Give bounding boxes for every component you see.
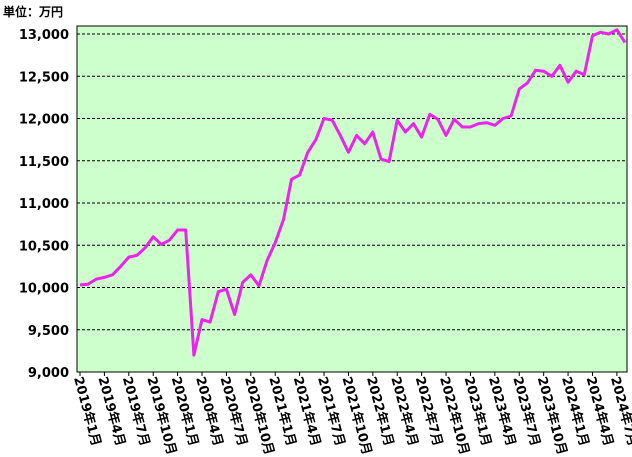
- y-tick-label: 12,500: [19, 70, 69, 85]
- y-tick-label: 13,000: [19, 28, 69, 43]
- y-tick-label: 11,000: [19, 197, 69, 212]
- y-tick-label: 12,000: [19, 113, 69, 128]
- y-tick-label: 10,000: [19, 282, 69, 297]
- y-tick-label: 11,500: [19, 155, 69, 170]
- y-tick-label: 10,500: [19, 239, 69, 254]
- y-tick-label: 9,000: [28, 366, 69, 381]
- unit-label: 単位：万円: [3, 4, 63, 19]
- y-tick-label: 9,500: [28, 324, 69, 339]
- plot-area: [76, 25, 628, 373]
- data-line: [79, 28, 627, 357]
